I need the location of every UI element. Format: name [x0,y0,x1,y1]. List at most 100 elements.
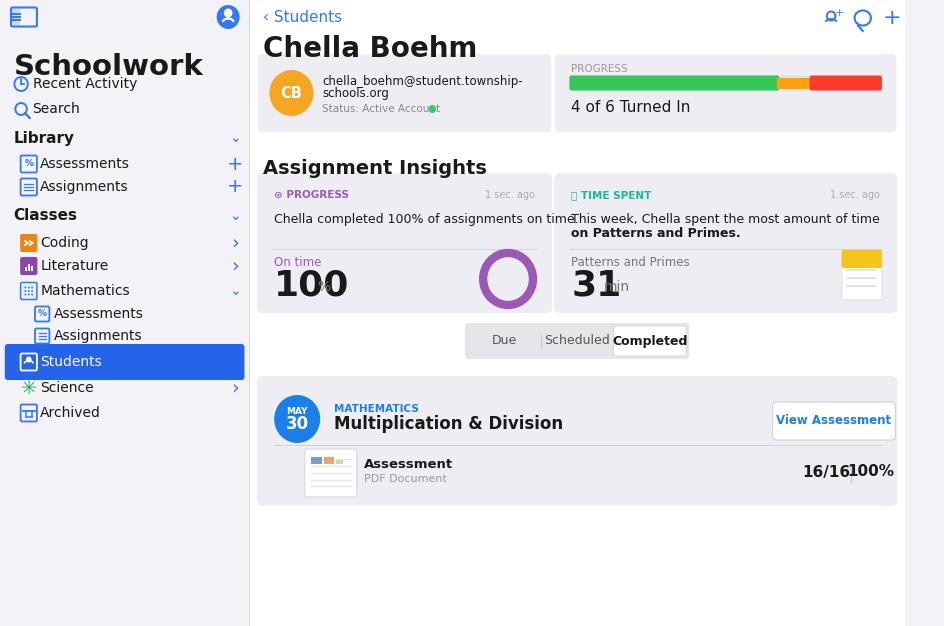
Circle shape [31,290,33,292]
Text: View Assessment: View Assessment [777,414,891,428]
Circle shape [27,287,29,289]
Text: 16/16: 16/16 [802,464,851,480]
Circle shape [25,290,26,292]
FancyBboxPatch shape [614,326,686,356]
Text: %: % [317,280,330,294]
FancyBboxPatch shape [5,344,244,380]
Text: Scheduled: Scheduled [545,334,610,347]
Text: 31: 31 [571,268,621,302]
Bar [25,267,27,271]
FancyBboxPatch shape [305,449,357,497]
Text: Literature: Literature [41,259,109,273]
Circle shape [274,395,320,443]
FancyBboxPatch shape [842,250,882,268]
FancyBboxPatch shape [569,76,882,91]
Text: schools.org: schools.org [322,88,389,101]
Circle shape [31,294,33,295]
Text: 100: 100 [274,268,349,302]
Text: ›: › [231,379,239,398]
Circle shape [27,294,29,295]
Bar [27,264,30,271]
Text: ⊙ PROGRESS: ⊙ PROGRESS [274,190,349,200]
Text: Search: Search [33,102,80,116]
Bar [249,0,905,626]
FancyBboxPatch shape [257,173,552,313]
Circle shape [25,287,26,289]
Text: Assignments: Assignments [54,329,143,343]
Bar [30,266,33,271]
Text: MATHEMATICS: MATHEMATICS [333,404,418,414]
Circle shape [224,9,232,18]
Circle shape [489,259,528,299]
Text: +: + [883,8,901,28]
Text: Assessments: Assessments [41,157,130,171]
Text: Multiplication & Division: Multiplication & Division [333,415,563,433]
Circle shape [429,105,436,113]
Text: 100%: 100% [847,464,894,480]
Circle shape [31,287,33,289]
FancyBboxPatch shape [810,76,882,91]
Text: MAY: MAY [286,408,308,416]
Text: 1 sec. ago: 1 sec. ago [485,190,535,200]
Bar [324,457,333,464]
Text: CB: CB [280,86,302,101]
Text: ⌄: ⌄ [229,209,241,223]
Text: Students: Students [41,355,102,369]
Text: ›: › [231,233,239,252]
Text: Due: Due [492,334,517,347]
Text: ⌄: ⌄ [229,284,241,298]
Text: Assessment: Assessment [364,458,453,471]
FancyBboxPatch shape [842,252,882,300]
FancyBboxPatch shape [21,282,37,299]
Text: PROGRESS: PROGRESS [571,64,628,74]
Text: ⏱ TIME SPENT: ⏱ TIME SPENT [571,190,651,200]
Text: Status: Active Account: Status: Active Account [322,104,447,114]
Text: %: % [38,309,46,319]
Text: +: + [227,155,244,173]
FancyBboxPatch shape [569,76,779,91]
FancyBboxPatch shape [554,173,898,313]
FancyBboxPatch shape [20,257,38,275]
Text: Archived: Archived [41,406,101,420]
Text: Completed: Completed [613,334,687,347]
Text: 30: 30 [286,415,309,433]
Text: 1 sec. ago: 1 sec. ago [830,190,880,200]
Text: Schoolwork: Schoolwork [13,53,203,81]
FancyBboxPatch shape [257,376,898,506]
Text: Assignment Insights: Assignment Insights [262,158,486,178]
FancyBboxPatch shape [258,54,551,132]
Text: Assessments: Assessments [54,307,143,321]
Text: Mathematics: Mathematics [41,284,130,298]
Text: Chella completed 100% of assignments on time.: Chella completed 100% of assignments on … [274,213,579,226]
Circle shape [217,5,240,29]
Text: Science: Science [41,381,93,395]
Circle shape [27,290,29,292]
Text: On time: On time [274,257,322,270]
FancyBboxPatch shape [772,402,895,440]
Text: %: % [25,160,33,168]
Text: ✳: ✳ [21,379,37,398]
Text: chella_boehm@student.township-: chella_boehm@student.township- [322,76,523,88]
Text: ‹ Students: ‹ Students [262,11,342,26]
Text: ⌄: ⌄ [229,131,241,145]
Text: 4 of 6 Turned In: 4 of 6 Turned In [571,100,691,115]
FancyBboxPatch shape [555,54,896,132]
Text: +: + [835,8,845,18]
Bar [777,78,812,88]
Text: ›: › [231,257,239,275]
Bar [311,457,322,464]
Bar [844,259,880,266]
Text: Classes: Classes [13,208,77,223]
Circle shape [25,294,26,295]
Text: Assignments: Assignments [41,180,129,194]
Text: on Patterns and Primes.: on Patterns and Primes. [571,227,741,240]
Circle shape [269,70,313,116]
Text: Chella Boehm: Chella Boehm [262,35,477,63]
Bar [0,0,249,626]
Text: This week, Chella spent the most amount of time: This week, Chella spent the most amount … [571,213,880,226]
Text: PDF Document: PDF Document [364,474,447,484]
Text: min: min [604,280,630,294]
FancyBboxPatch shape [465,323,689,359]
FancyBboxPatch shape [20,234,38,252]
Text: Patterns and Primes: Patterns and Primes [571,257,690,270]
